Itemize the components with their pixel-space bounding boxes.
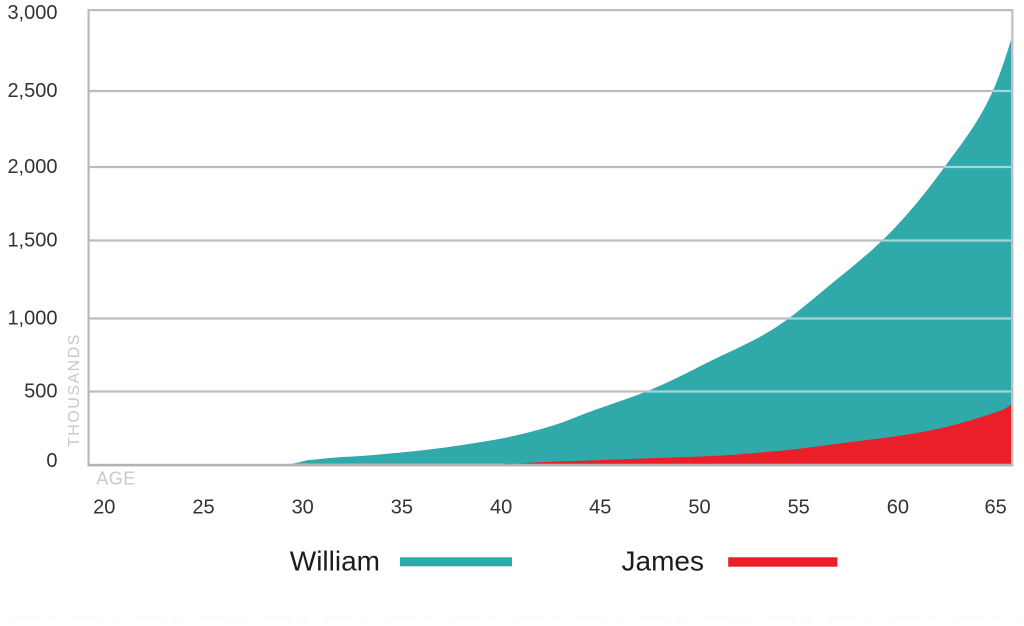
svg-text:2,000: 2,000 [7,156,57,178]
svg-text:3,000: 3,000 [7,2,57,24]
svg-text:1,500: 1,500 [7,230,57,252]
svg-text:500: 500 [24,381,57,403]
svg-text:40: 40 [490,496,512,518]
svg-text:2,500: 2,500 [7,80,57,102]
svg-text:45: 45 [589,496,611,518]
svg-text:THOUSANDS: THOUSANDS [66,333,83,447]
svg-text:65: 65 [984,496,1006,518]
svg-text:30: 30 [292,496,314,518]
svg-text:William: William [290,546,380,577]
svg-text:60: 60 [887,496,909,518]
svg-text:35: 35 [391,496,413,518]
svg-text:25: 25 [192,496,214,518]
svg-text:20: 20 [93,496,115,518]
svg-text:0: 0 [46,450,57,472]
svg-text:55: 55 [788,496,810,518]
svg-text:50: 50 [688,496,710,518]
svg-text:James: James [622,546,704,577]
svg-text:1,000: 1,000 [7,308,57,330]
svg-text:AGE: AGE [96,469,136,489]
